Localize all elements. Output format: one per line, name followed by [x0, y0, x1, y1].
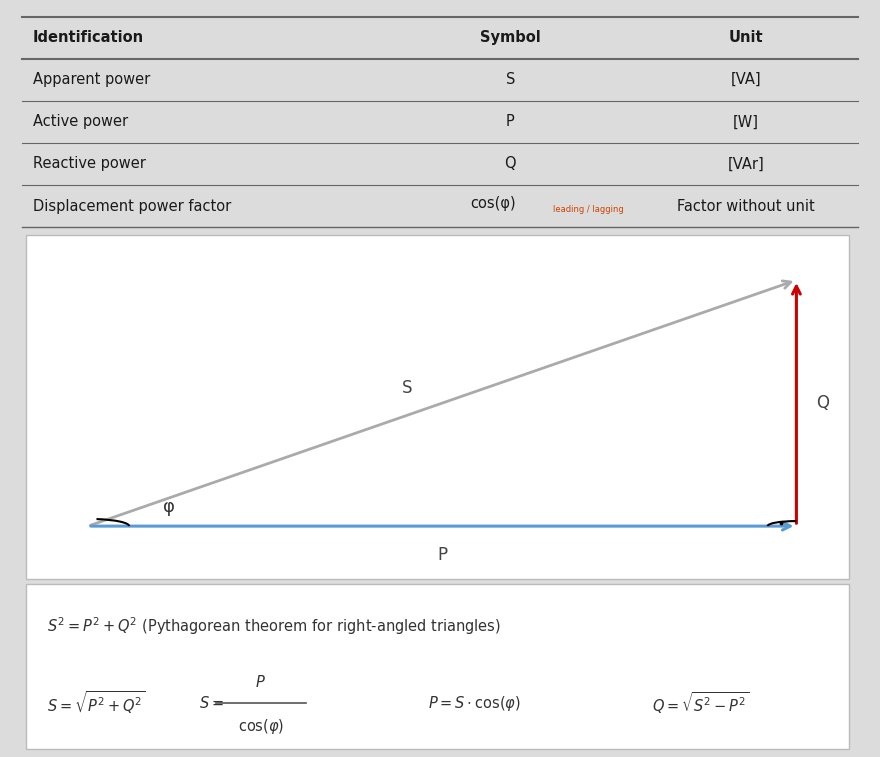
Text: Unit: Unit — [729, 30, 763, 45]
Text: Identification: Identification — [33, 30, 143, 45]
Text: cos(φ): cos(φ) — [470, 196, 516, 211]
Text: S: S — [402, 379, 412, 397]
Text: Displacement power factor: Displacement power factor — [33, 198, 231, 213]
Text: [VAr]: [VAr] — [728, 157, 764, 172]
Text: Apparent power: Apparent power — [33, 72, 150, 87]
Text: $\cos(\varphi)$: $\cos(\varphi)$ — [238, 717, 284, 736]
Text: Factor without unit: Factor without unit — [677, 198, 815, 213]
Text: [W]: [W] — [733, 114, 759, 129]
Text: [VA]: [VA] — [730, 72, 761, 87]
Bar — [26, 235, 849, 579]
Text: $Q = \sqrt{S^2 - P^2}$: $Q = \sqrt{S^2 - P^2}$ — [652, 690, 750, 716]
Text: φ: φ — [164, 497, 175, 516]
Text: P: P — [506, 114, 515, 129]
Text: P: P — [437, 546, 447, 564]
Text: Q: Q — [816, 394, 829, 412]
Text: $P = S \cdot \cos(\varphi)$: $P = S \cdot \cos(\varphi)$ — [429, 693, 521, 713]
Text: Q: Q — [504, 157, 517, 172]
Bar — [26, 584, 849, 749]
Text: $P$: $P$ — [255, 674, 267, 690]
Text: $S =$: $S =$ — [199, 695, 224, 712]
Text: $S^2 = P^2 + Q^2$ (Pythagorean theorem for right-angled triangles): $S^2 = P^2 + Q^2$ (Pythagorean theorem f… — [47, 615, 501, 637]
Text: Active power: Active power — [33, 114, 128, 129]
Text: Reactive power: Reactive power — [33, 157, 145, 172]
Text: leading / lagging: leading / lagging — [553, 205, 623, 214]
Text: S: S — [506, 72, 515, 87]
Text: Symbol: Symbol — [480, 30, 541, 45]
Text: $S = \sqrt{P^2 + Q^2}$: $S = \sqrt{P^2 + Q^2}$ — [47, 690, 145, 716]
